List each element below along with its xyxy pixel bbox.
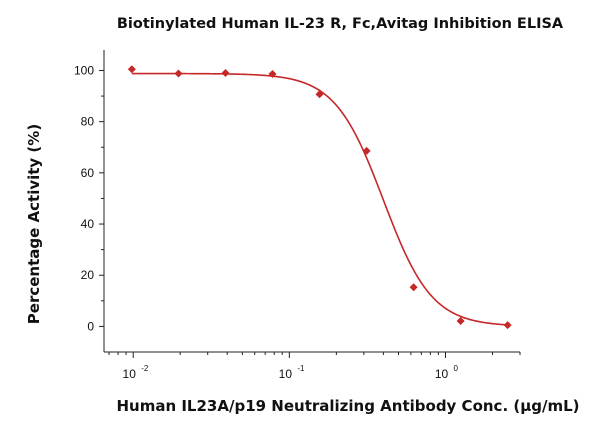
data-point [503, 321, 512, 330]
data-point [409, 283, 418, 292]
x-axis-label: Human IL23A/p19 Neutralizing Antibody Co… [116, 397, 580, 415]
x-tick-exponent: -1 [297, 364, 305, 373]
y-tick-label: 60 [81, 166, 95, 180]
fit-curve [131, 72, 508, 326]
y-tick-label: 40 [81, 217, 95, 231]
x-tick-label: 10 [279, 367, 293, 381]
x-tick-label: 10 [123, 367, 137, 381]
y-tick-label: 80 [81, 115, 95, 129]
data-point [127, 65, 136, 74]
x-tick-exponent: 0 [454, 364, 459, 373]
data-point [221, 69, 230, 78]
y-tick-label: 20 [81, 268, 95, 282]
data-point [268, 70, 277, 79]
x-tick-label: 10 [435, 367, 449, 381]
chart-title: Biotinylated Human IL-23 R, Fc,Avitag In… [116, 16, 564, 32]
data-point [456, 317, 465, 326]
x-tick-exponent: -2 [141, 364, 149, 373]
data-point [362, 146, 371, 155]
y-tick-label: 100 [74, 63, 94, 77]
data-point [315, 90, 324, 99]
y-tick-label: 0 [87, 319, 94, 333]
data-point [174, 69, 183, 78]
